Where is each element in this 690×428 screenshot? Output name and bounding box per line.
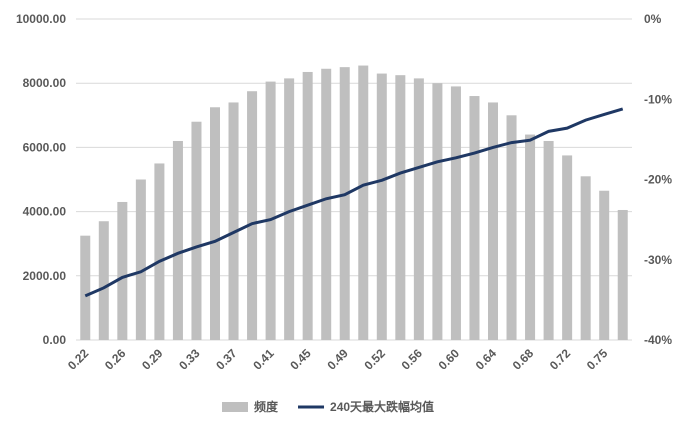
y2-tick-label: -40% [644, 333, 672, 347]
bar [617, 209, 628, 340]
bar [154, 163, 165, 340]
x-tick-label: 0.56 [399, 346, 426, 373]
x-tick-label: 0.37 [213, 346, 240, 373]
bar [191, 121, 202, 340]
y-tick-label: 2000.00 [23, 269, 67, 283]
bar [117, 201, 128, 340]
y2-tick-label: -20% [644, 173, 672, 187]
x-tick-label: 0.22 [65, 346, 92, 373]
bar [599, 190, 610, 340]
y-tick-label: 4000.00 [23, 205, 67, 219]
bar [265, 81, 276, 340]
bar [580, 176, 591, 340]
x-tick-label: 0.75 [584, 346, 611, 373]
x-tick-label: 0.68 [510, 346, 537, 373]
bar [450, 86, 461, 340]
legend-label: 频度 [254, 399, 279, 414]
bar [321, 68, 332, 340]
bar [80, 235, 91, 340]
y-tick-label: 8000.00 [23, 76, 67, 90]
x-tick-label: 0.52 [362, 346, 389, 373]
bar [432, 83, 443, 340]
legend-label: 240天最大跌幅均值 [330, 399, 434, 414]
y-tick-label: 6000.00 [23, 140, 67, 154]
bar [358, 65, 369, 341]
y2-tick-label: -30% [644, 253, 672, 267]
x-tick-label: 0.72 [547, 346, 574, 373]
bar [562, 155, 573, 340]
bar [284, 78, 295, 340]
bar [135, 179, 146, 340]
x-tick-label: 0.26 [102, 346, 129, 373]
bar [376, 73, 387, 340]
x-tick-label: 0.60 [436, 346, 463, 373]
x-tick-label: 0.41 [250, 346, 277, 373]
bar [209, 107, 221, 341]
bar [228, 102, 239, 341]
line [84, 107, 624, 298]
bar [469, 96, 480, 340]
bar [525, 134, 536, 340]
x-tick-label: 0.33 [176, 346, 203, 373]
bar [339, 67, 350, 341]
y-tick-label: 0.00 [43, 333, 67, 347]
bar [98, 221, 109, 340]
x-tick-label: 0.45 [287, 346, 314, 373]
bar [413, 78, 424, 340]
bar [506, 115, 517, 340]
y2-tick-label: -10% [644, 92, 672, 106]
x-tick-label: 0.29 [139, 346, 166, 373]
x-tick-label: 0.49 [324, 346, 351, 373]
bar [395, 75, 406, 341]
x-tick-label: 0.64 [473, 346, 500, 373]
y-tick-label: 10000.00 [16, 12, 66, 26]
y2-tick-label: 0% [644, 12, 662, 26]
bar [247, 91, 258, 340]
legend-swatch [222, 402, 248, 412]
bar [543, 140, 554, 340]
bar [487, 102, 499, 341]
bar [172, 140, 183, 340]
